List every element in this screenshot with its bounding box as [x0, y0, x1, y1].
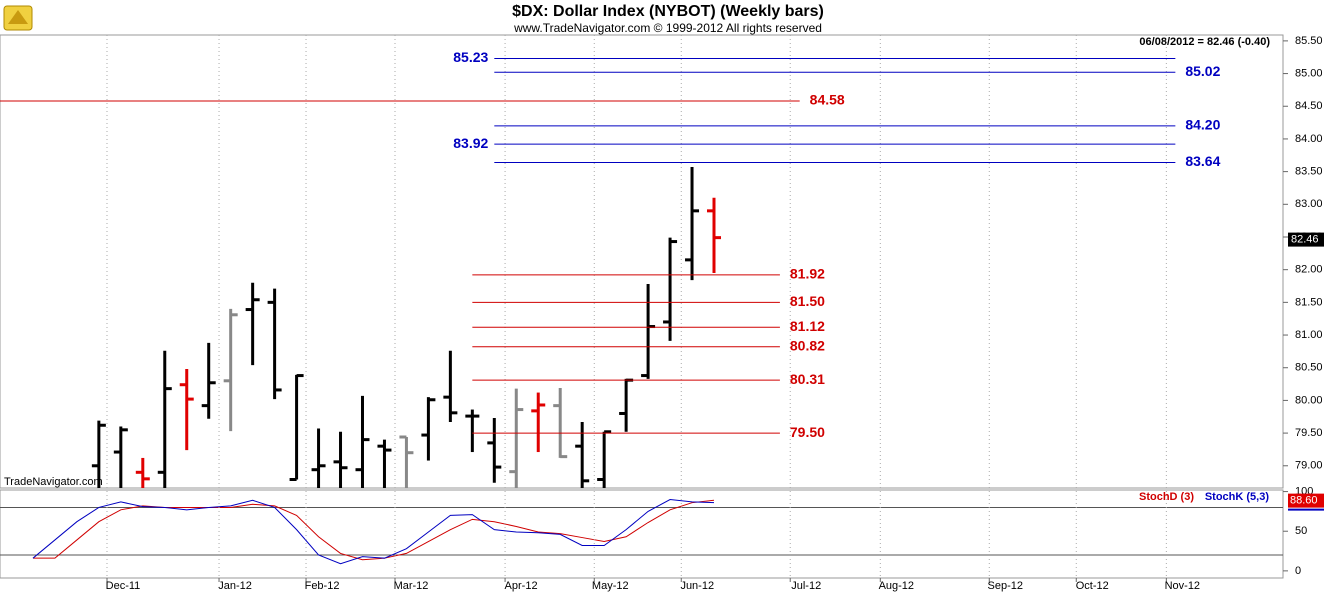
main-frame: [0, 34, 1284, 489]
x-tick-label: Oct-12: [1076, 580, 1109, 592]
y-tick-label: 80.00: [1295, 394, 1323, 406]
watermark: TradeNavigator.com: [4, 476, 103, 488]
info-text: 06/08/2012 = 82.46 (-0.40): [1139, 36, 1270, 48]
level-label: 85.23: [453, 49, 488, 65]
main-plot: [91, 167, 721, 488]
x-tick-label: Mar-12: [394, 580, 429, 592]
level-label: 80.82: [790, 338, 825, 354]
x-tick-label: Sep-12: [988, 580, 1023, 592]
level-label: 84.20: [1185, 117, 1220, 133]
chart-subtitle: www.TradeNavigator.com © 1999-2012 All r…: [513, 21, 822, 35]
logo: [3, 5, 33, 31]
level-label: 81.50: [790, 293, 825, 309]
legend-label: StochK (5,3): [1205, 491, 1270, 503]
x-tick-label: May-12: [592, 580, 629, 592]
x-tick-label: Aug-12: [879, 580, 914, 592]
y-tick-label: 84.00: [1295, 133, 1323, 145]
y-tick-label: 83.50: [1295, 166, 1323, 178]
y-tick-label: 85.00: [1295, 67, 1323, 79]
stoch-line: [32, 499, 715, 561]
y-tick-label: 80.50: [1295, 362, 1323, 374]
y-tick-label: 85.50: [1295, 35, 1323, 47]
y-tick-label: 79.00: [1295, 460, 1323, 472]
y-tick-label: 81.00: [1295, 329, 1323, 341]
x-tick-label: Jul-12: [791, 580, 821, 592]
level-label: 79.50: [790, 424, 825, 440]
y-tick-label: 82.00: [1295, 264, 1323, 276]
stoch-line: [32, 499, 715, 565]
last-value-label: 88.60: [1290, 495, 1318, 507]
level-label: 81.12: [790, 318, 825, 334]
y-tick-label: 79.50: [1295, 427, 1323, 439]
x-tick-label: Jan-12: [218, 580, 252, 592]
level-label: 84.58: [810, 92, 845, 108]
y-tick-label: 84.50: [1295, 100, 1323, 112]
x-tick-label: Nov-12: [1165, 580, 1200, 592]
sub-frame: [0, 489, 1284, 579]
x-tick-label: Feb-12: [305, 580, 340, 592]
y-tick-label: 0: [1295, 565, 1301, 577]
last-value-label: 82.46: [1291, 234, 1319, 246]
level-label: 81.92: [790, 266, 825, 282]
legend-label: StochD (3): [1139, 491, 1194, 503]
last-value-box: [1288, 493, 1324, 508]
x-tick-label: Jun-12: [680, 580, 714, 592]
y-tick-label: 83.00: [1295, 198, 1323, 210]
chart-title: $DX: Dollar Index (NYBOT) (Weekly bars): [512, 3, 824, 20]
sub-plot: [0, 499, 1283, 565]
level-label: 80.31: [790, 371, 825, 387]
level-label: 85.02: [1185, 63, 1220, 79]
x-tick-label: Dec-11: [106, 580, 141, 592]
y-tick-label: 50: [1295, 525, 1307, 537]
last-value-box: [1288, 232, 1324, 247]
level-label: 83.64: [1185, 153, 1220, 169]
level-label: 83.92: [453, 135, 488, 151]
x-tick-label: Apr-12: [505, 580, 538, 592]
y-tick-label: 81.50: [1295, 296, 1323, 308]
